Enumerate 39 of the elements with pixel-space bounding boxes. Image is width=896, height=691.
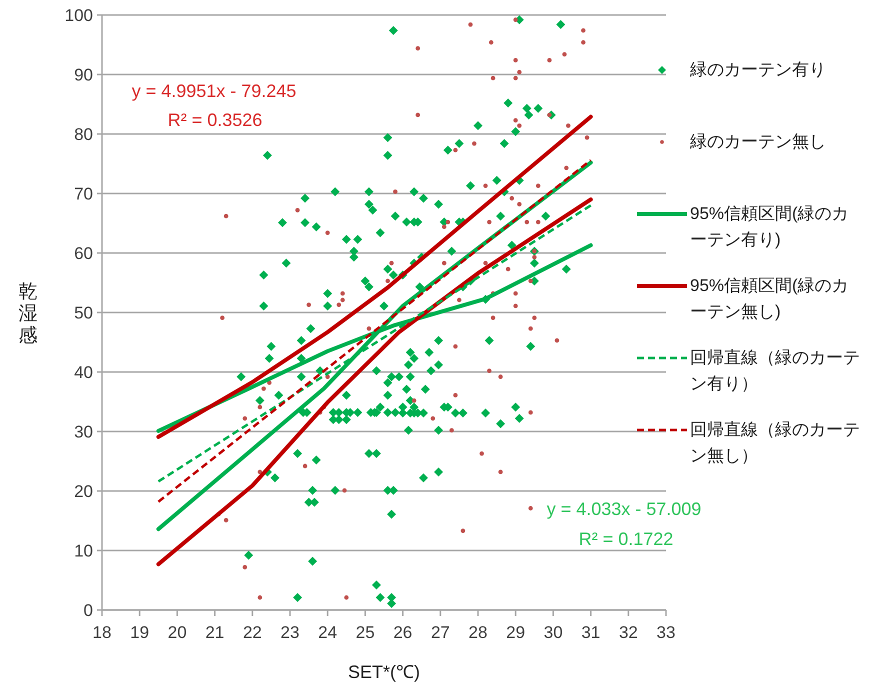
x-axis-title: SET*(℃) bbox=[348, 662, 420, 682]
annotation: R² = 0.3526 bbox=[168, 110, 262, 130]
x-tick-label: 22 bbox=[242, 623, 262, 642]
legend-label: 回帰直線（緑のカーテン有り） bbox=[690, 347, 861, 395]
annotation: y = 4.033x - 57.009 bbox=[546, 499, 702, 519]
legend-label: 緑のカーテン無し bbox=[690, 131, 827, 153]
legend-label: 回帰直線（緑のカーテン無し） bbox=[690, 419, 861, 467]
y-tick-label: 50 bbox=[74, 304, 93, 322]
annotation: y = 4.9951x - 79.245 bbox=[132, 81, 296, 101]
y-tick-label: 40 bbox=[74, 363, 93, 382]
legend-label: 95%信頼区間(緑のカーテン無し) bbox=[690, 275, 850, 323]
x-tick-label: 26 bbox=[393, 623, 412, 642]
x-tick-label: 27 bbox=[430, 623, 450, 642]
y-axis-title: 乾湿感 bbox=[18, 282, 38, 346]
y-tick-label: 100 bbox=[64, 6, 93, 25]
y-tick-label: 70 bbox=[74, 184, 93, 204]
legend-label: 95%信頼区間(緑のカーテン有り) bbox=[690, 203, 850, 251]
x-tick-label: 32 bbox=[618, 623, 638, 642]
y-tick-label: 10 bbox=[74, 542, 93, 560]
x-tick-label: 31 bbox=[581, 623, 600, 642]
x-tick-label: 25 bbox=[356, 623, 375, 642]
y-tick-label: 0 bbox=[84, 601, 93, 620]
x-tick-label: 28 bbox=[468, 623, 488, 642]
y-tick-label: 90 bbox=[74, 66, 93, 84]
x-tick-label: 18 bbox=[92, 623, 112, 642]
x-tick-label: 20 bbox=[168, 623, 187, 642]
y-tick-label: 20 bbox=[74, 482, 93, 501]
x-tick-label: 19 bbox=[130, 623, 150, 642]
y-tick-label: 30 bbox=[74, 422, 93, 442]
x-tick-label: 29 bbox=[506, 623, 526, 642]
y-tick-label: 80 bbox=[74, 125, 93, 144]
legend-label: 緑のカーテン有り bbox=[690, 59, 827, 81]
x-tick-label: 33 bbox=[656, 623, 676, 642]
x-tick-label: 30 bbox=[544, 623, 563, 642]
x-tick-label: 24 bbox=[318, 623, 338, 642]
y-tick-label: 60 bbox=[74, 244, 93, 263]
annotation: R² = 0.1722 bbox=[578, 529, 674, 549]
x-tick-label: 21 bbox=[205, 623, 224, 642]
x-tick-label: 23 bbox=[280, 623, 300, 642]
